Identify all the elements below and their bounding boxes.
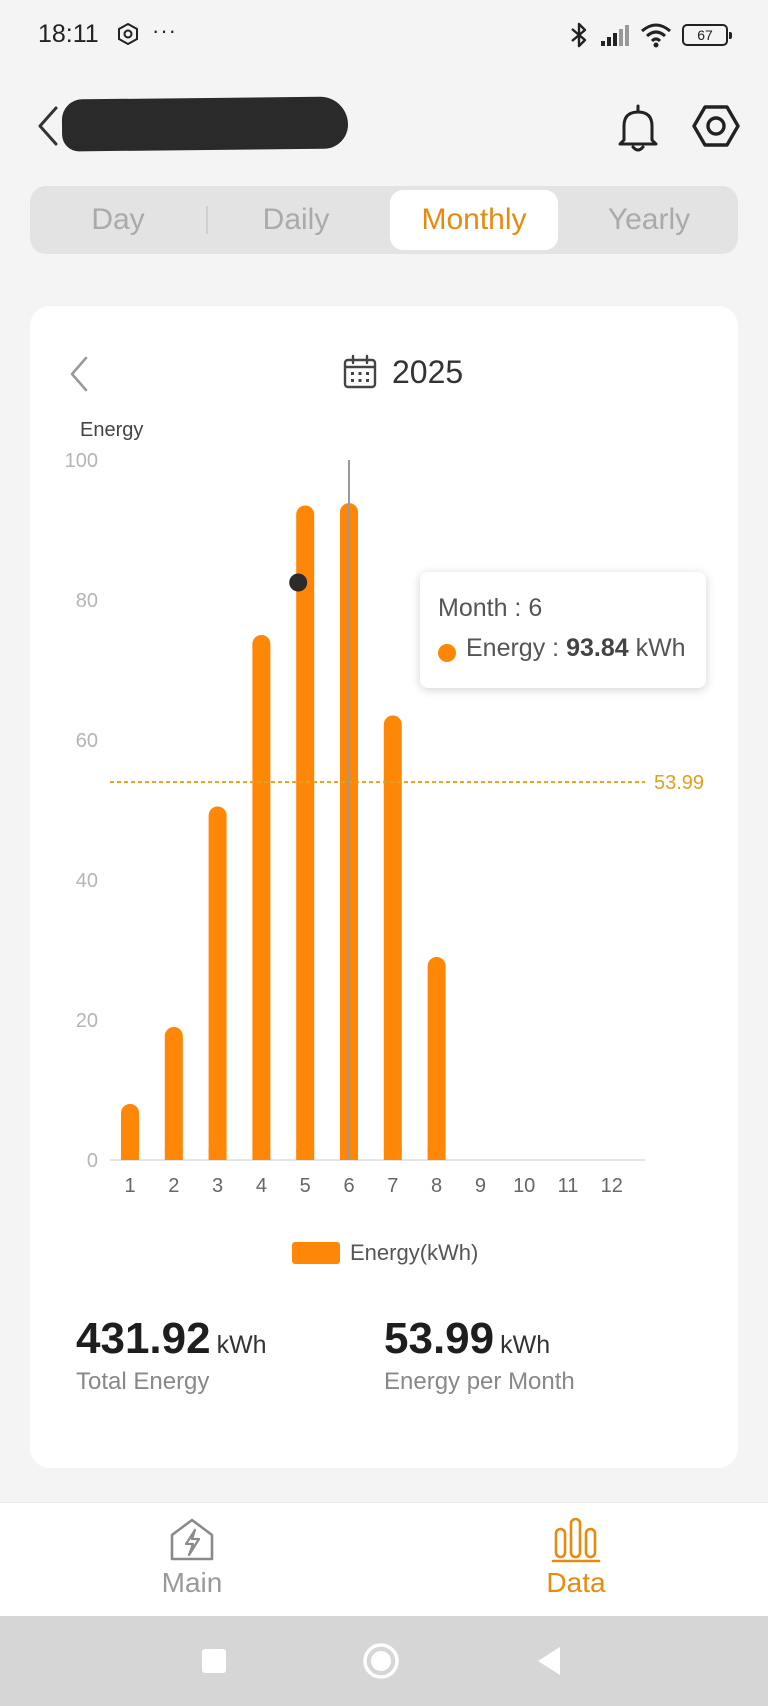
recent-apps-icon[interactable]: [189, 1636, 239, 1686]
previous-year-button[interactable]: [66, 354, 92, 394]
system-navigation-bar: [0, 1616, 768, 1706]
status-bar: 18:11 ··· 67: [0, 0, 768, 70]
chart-bar-base: [208, 1150, 227, 1160]
chart-tooltip: Month : 6 Energy : 93.84 kWh: [420, 572, 706, 688]
home-icon[interactable]: [356, 1636, 406, 1686]
chart-bar[interactable]: [427, 957, 446, 1160]
total-energy-stat: 431.92 kWh Total Energy: [76, 1314, 267, 1396]
energy-card: 2025 Energy 0 20 40 60 80 100 1 2 3 4 5 6 7 8 9 10 11 12…: [30, 306, 738, 1468]
x-tick-label: 6: [343, 1175, 354, 1197]
total-energy-value: 431.92: [76, 1314, 211, 1363]
x-tick-label: 11: [558, 1175, 579, 1197]
back-button[interactable]: [34, 102, 62, 150]
legend-label: Energy(kWh): [350, 1240, 479, 1265]
x-tick-label: 8: [431, 1175, 442, 1197]
system-back-icon[interactable]: [524, 1636, 574, 1686]
redacted-title: [61, 96, 349, 152]
tooltip-value: 93.84: [566, 634, 629, 662]
chart-legend[interactable]: Energy(kWh): [292, 1238, 478, 1268]
status-icons: 67: [568, 20, 732, 50]
tooltip-title: Month : 6: [438, 594, 543, 622]
total-energy-label: Total Energy: [76, 1368, 210, 1395]
chart-y-axis-label: Energy: [80, 419, 143, 441]
x-tick-label: 5: [300, 1175, 311, 1197]
tab-monthly[interactable]: Monthly: [390, 190, 558, 250]
y-tick-label: 60: [76, 730, 98, 752]
tooltip-series-label: Energy :: [466, 634, 567, 662]
tooltip-series-dot: [438, 644, 456, 662]
nav-data-label: Data: [546, 1567, 606, 1598]
chart-bar[interactable]: [383, 715, 402, 1161]
nav-main-label: Main: [161, 1567, 223, 1598]
chart-bar[interactable]: [121, 1104, 139, 1160]
x-tick-label: 3: [212, 1175, 223, 1197]
app-notification-icon: [118, 22, 138, 46]
chart-bar-base: [427, 1150, 446, 1160]
chart-bar-base: [164, 1150, 183, 1160]
bottom-navigation: Main Data: [0, 1502, 768, 1616]
x-tick-label: 12: [601, 1175, 623, 1197]
status-more-icon: ···: [152, 18, 177, 43]
home-energy-icon: [170, 1518, 214, 1561]
chart-bar[interactable]: [296, 505, 315, 1161]
status-time: 18:11: [38, 20, 99, 48]
battery-indicator: 67: [682, 24, 732, 46]
notification-bell-icon[interactable]: [612, 102, 664, 154]
chart-bar[interactable]: [164, 1027, 183, 1160]
x-tick-label: 1: [124, 1175, 135, 1197]
chart-bar[interactable]: [252, 635, 271, 1160]
y-tick-label: 0: [87, 1150, 98, 1172]
tooltip-row: Energy : 93.84 kWh: [466, 634, 686, 663]
y-tick-label: 40: [76, 870, 98, 892]
tab-yearly[interactable]: Yearly: [607, 203, 691, 236]
wifi-icon: [641, 23, 671, 48]
y-tick-label: 100: [65, 450, 98, 472]
energy-per-month-stat: 53.99 kWh Energy per Month: [384, 1314, 575, 1396]
x-tick-label: 4: [256, 1175, 267, 1197]
x-tick-label: 10: [513, 1175, 535, 1197]
chart-bar-base: [383, 1150, 402, 1160]
chart-x-ticks: 1 2 3 4 5 6 7 8 9 10 11 12: [124, 1175, 622, 1197]
settings-icon[interactable]: [690, 100, 742, 152]
total-energy-unit: kWh: [216, 1331, 267, 1359]
year-label[interactable]: 2025: [392, 354, 464, 390]
tab-divider: [206, 206, 208, 234]
y-tick-label: 80: [76, 590, 98, 612]
tab-daily[interactable]: Daily: [262, 203, 330, 236]
y-tick-label: 20: [76, 1010, 98, 1032]
chart-bar-base: [252, 1150, 271, 1160]
chart-cursor-dot[interactable]: [289, 573, 308, 592]
chart-bar[interactable]: [208, 806, 227, 1161]
nav-data[interactable]: Data: [476, 1511, 676, 1615]
x-tick-label: 9: [475, 1175, 486, 1197]
average-line-label: 53.99: [654, 772, 704, 794]
calendar-icon[interactable]: [342, 354, 378, 390]
signal-icon: [601, 25, 629, 46]
tab-day[interactable]: Day: [91, 203, 145, 236]
battery-level: 67: [697, 27, 713, 43]
tooltip-unit: kWh: [628, 634, 686, 662]
chart-bars: [121, 503, 446, 1160]
chart-bar-base: [121, 1150, 139, 1160]
energy-per-month-label: Energy per Month: [384, 1368, 575, 1395]
energy-per-month-value: 53.99: [384, 1314, 495, 1363]
x-tick-label: 7: [387, 1175, 398, 1197]
chart-y-ticks: 0 20 40 60 80 100: [65, 450, 98, 1172]
chart-bar-base: [296, 1150, 315, 1160]
nav-main[interactable]: Main: [92, 1511, 292, 1615]
bluetooth-icon: [571, 22, 587, 48]
energy-per-month-unit: kWh: [500, 1331, 551, 1359]
legend-swatch: [292, 1242, 340, 1264]
x-tick-label: 2: [168, 1175, 179, 1197]
period-tabs: Day Daily Monthly Yearly: [30, 186, 738, 254]
bar-chart-icon: [551, 1517, 601, 1563]
